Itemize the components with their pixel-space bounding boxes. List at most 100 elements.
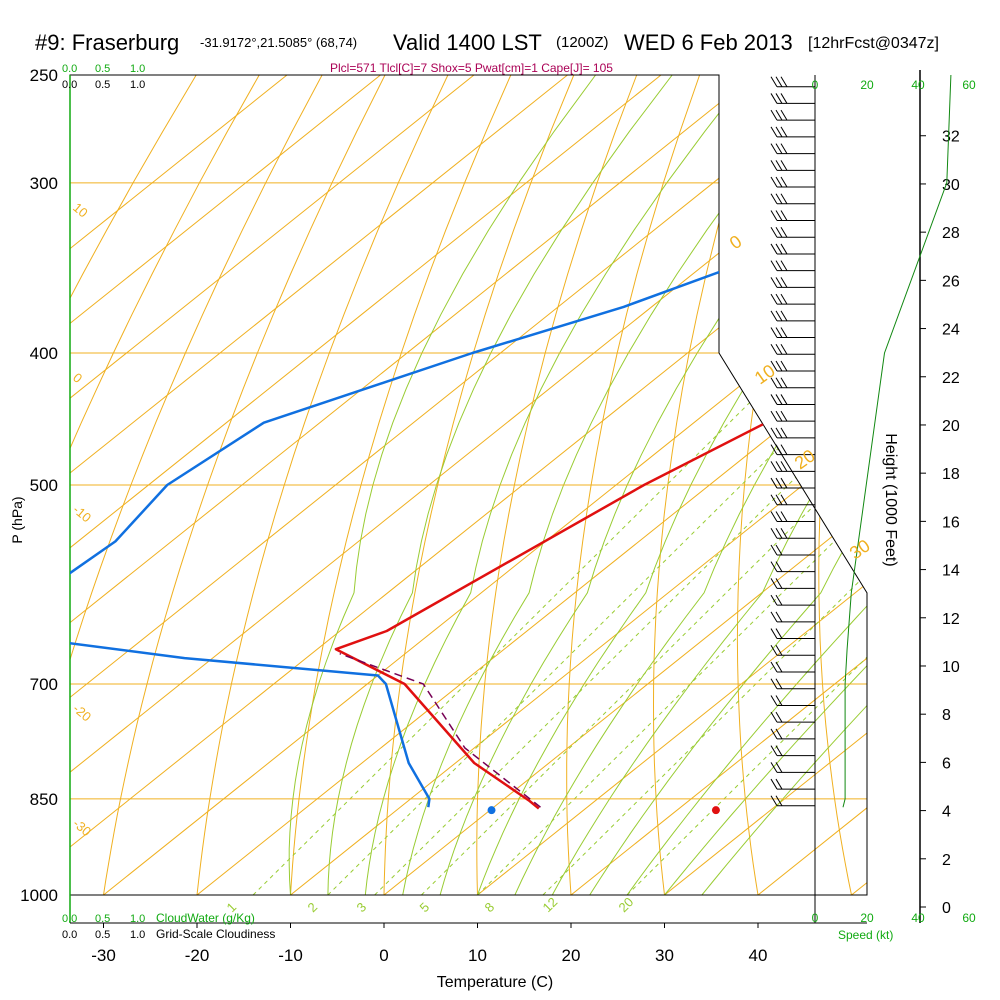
isotherm-line — [477, 75, 867, 895]
isotherm-label: 0 — [70, 370, 85, 386]
isotherm-line — [70, 75, 288, 895]
wind-barb — [770, 511, 815, 523]
wind-barb-feather — [775, 645, 783, 656]
wind-barb — [770, 678, 815, 690]
wind-barb — [770, 695, 815, 706]
x-axis-title: Temperature (C) — [437, 974, 553, 991]
wind-barb-feather — [770, 561, 778, 572]
x-tick-label: -30 — [91, 946, 116, 965]
wind-barb-feather — [770, 260, 778, 271]
wind-barb-feather — [770, 176, 778, 188]
mixing-ratio-line — [542, 352, 867, 895]
wind-barb-feather — [775, 143, 783, 154]
wind-barb-feather — [775, 226, 783, 238]
wind-barb-feather — [780, 226, 788, 238]
x-tick-label: 10 — [468, 946, 487, 965]
wind-barb — [770, 561, 815, 573]
dry-adiabat-line — [70, 75, 260, 895]
wind-barb-feather — [770, 143, 778, 154]
moist-adiabat-line — [402, 75, 826, 895]
wind-barb-feather — [780, 427, 788, 439]
wind-barb — [770, 711, 815, 723]
wind-barb-feather — [775, 511, 783, 522]
mixing-ratio-line — [477, 352, 867, 895]
wind-barb — [770, 611, 815, 623]
surface-temperature-dot — [711, 806, 720, 815]
wind-barb — [770, 394, 815, 405]
parcel-trace — [339, 652, 541, 808]
dry-adiabat-line — [566, 75, 701, 895]
isotherm-line — [70, 75, 475, 895]
x-tick-label: 40 — [749, 946, 768, 965]
wind-barb-feather — [770, 711, 778, 723]
wind-barbs — [770, 76, 815, 807]
wind-barb — [770, 277, 815, 288]
wind-barb-feather — [770, 410, 778, 422]
wind-barb — [770, 260, 815, 272]
wind-barb — [770, 176, 815, 188]
wind-barb-feather — [770, 193, 778, 205]
wind-barb — [770, 461, 815, 472]
wind-barb-feather — [775, 561, 783, 572]
wind-barb-feather — [770, 226, 778, 238]
plot-frame — [69, 74, 868, 924]
wind-barb — [770, 661, 815, 673]
wind-barb-feather — [780, 494, 788, 506]
wind-barb — [770, 109, 815, 121]
wind-barb — [770, 93, 815, 104]
wind-barb-feather — [770, 778, 778, 790]
height-tick-label: 26 — [942, 273, 960, 290]
mixing-ratio-line — [421, 352, 867, 895]
height-tick-label: 16 — [942, 514, 960, 531]
wind-barb-feather — [775, 578, 783, 589]
wind-barb-feather — [775, 126, 783, 138]
speed-tick-bottom-3: 60 — [962, 911, 976, 925]
moist-adiabat-line — [364, 75, 750, 895]
wind-barb — [770, 527, 815, 539]
height-tick-label: 32 — [942, 129, 960, 146]
height-tick-label: 20 — [942, 418, 960, 435]
wind-barb-feather — [780, 461, 788, 472]
wind-barb — [770, 327, 815, 339]
wind-barb — [770, 160, 815, 171]
wind-barb-feather — [775, 711, 783, 723]
wind-barb-feather — [770, 76, 778, 87]
isobars — [70, 74, 867, 896]
height-tick-label: 22 — [942, 370, 960, 387]
wind-barb-feather — [770, 661, 778, 673]
wind-barb-feather — [770, 344, 778, 355]
wind-barb-feather — [770, 795, 778, 807]
moist-adiabat-line — [589, 75, 867, 895]
wind-barb-feather — [780, 109, 788, 121]
wind-barb-feather — [775, 527, 783, 539]
wind-barb — [770, 594, 815, 606]
wind-barb-feather — [775, 394, 783, 405]
wind-barb-feather — [775, 628, 783, 639]
wind-barb-feather — [775, 728, 783, 740]
height-tick-label: 0 — [942, 900, 951, 917]
cloudwater-tick-bottom-1: 0.5 — [95, 913, 110, 925]
mixing-ratio-label: 12 — [540, 894, 561, 915]
wind-barb-feather — [780, 210, 788, 221]
speed-tick-bottom-2: 40 — [911, 911, 925, 925]
speed-tick-top-2: 40 — [911, 78, 925, 92]
wind-barb-feather — [770, 611, 778, 623]
height-tick-label: 24 — [942, 322, 960, 339]
wind-barb-feather — [770, 394, 778, 405]
height-tick-label: 8 — [942, 707, 951, 724]
wind-barb-feather — [775, 778, 783, 790]
moist-adiabat-line — [288, 75, 597, 895]
wind-barb — [770, 360, 815, 372]
dry-adiabat-line — [818, 75, 867, 895]
wind-barb-feather — [780, 126, 788, 138]
wind-barb — [770, 477, 815, 489]
p-tick-label: 500 — [30, 476, 58, 495]
wind-barb-feather — [775, 427, 783, 439]
speed-label: Speed (kt) — [838, 928, 893, 942]
height-tick-label: 4 — [942, 804, 951, 821]
wind-barb — [770, 126, 815, 138]
wind-barb-feather — [770, 277, 778, 288]
wind-barb-feather — [770, 461, 778, 472]
wind-barb-feather — [775, 611, 783, 623]
